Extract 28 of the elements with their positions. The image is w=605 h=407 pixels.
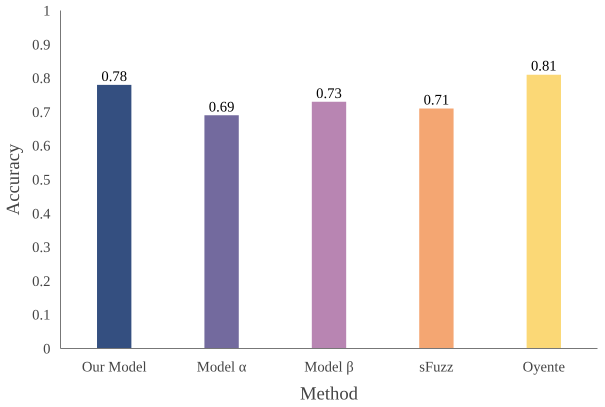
x-tick-label: Oyente — [522, 360, 565, 376]
y-tick-label: 0.9 — [32, 37, 51, 54]
y-tick-label: 0.7 — [32, 104, 51, 121]
x-tick-label: Our Model — [82, 360, 147, 376]
y-tick-label: 0.2 — [32, 274, 51, 290]
bar — [97, 84, 132, 348]
bar — [312, 102, 346, 348]
x-tick-label: Model β — [304, 360, 354, 376]
y-axis-title: Accuracy — [3, 143, 24, 216]
y-tick-label: 0.1 — [32, 308, 51, 324]
bar — [419, 108, 454, 348]
y-tick-label: 0.8 — [32, 71, 51, 88]
bar — [526, 74, 561, 348]
data-label: 0.78 — [101, 68, 128, 85]
y-tick-label: 0.4 — [32, 206, 52, 222]
bar — [204, 115, 239, 348]
data-label: 0.71 — [424, 92, 450, 109]
x-axis-title: Method — [300, 384, 359, 404]
data-label: 0.73 — [316, 86, 342, 102]
x-tick-label: Model α — [196, 360, 247, 376]
y-tick-label: 0.3 — [32, 240, 51, 256]
y-tick-label: 0.6 — [32, 138, 51, 155]
y-tick-label: 0 — [43, 342, 50, 358]
data-label: 0.81 — [530, 58, 557, 75]
data-label: 0.69 — [208, 99, 234, 116]
y-tick-label: 0.5 — [32, 172, 51, 188]
x-tick-label: sFuzz — [419, 360, 454, 376]
y-tick-label: 1 — [43, 4, 50, 20]
